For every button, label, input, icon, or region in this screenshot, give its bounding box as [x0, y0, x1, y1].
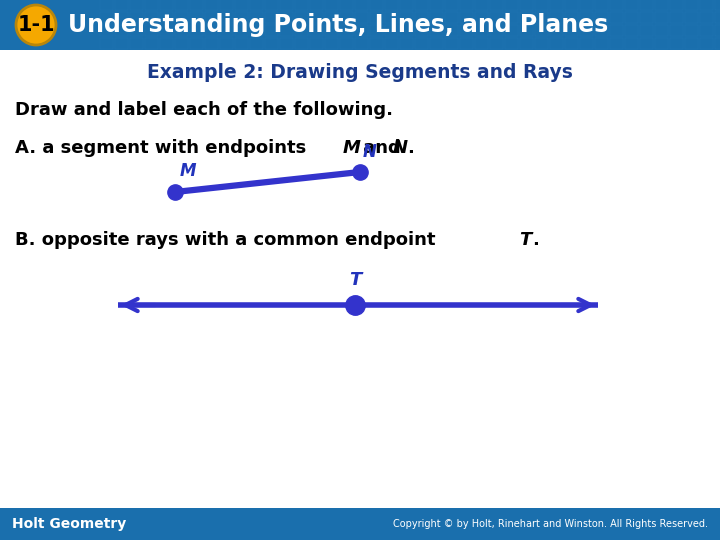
- FancyBboxPatch shape: [0, 508, 720, 540]
- Text: Holt Geometry: Holt Geometry: [12, 517, 126, 531]
- Text: B. opposite rays with a common endpoint: B. opposite rays with a common endpoint: [15, 231, 442, 249]
- Text: Draw and label each of the following.: Draw and label each of the following.: [15, 101, 393, 119]
- Text: Copyright © by Holt, Rinehart and Winston. All Rights Reserved.: Copyright © by Holt, Rinehart and Winsto…: [393, 519, 708, 529]
- Text: 1-1: 1-1: [17, 15, 55, 35]
- Text: M: M: [180, 162, 197, 180]
- Text: Understanding Points, Lines, and Planes: Understanding Points, Lines, and Planes: [68, 13, 608, 37]
- Text: M: M: [343, 139, 361, 157]
- Text: T: T: [519, 231, 531, 249]
- Text: A. a segment with endpoints: A. a segment with endpoints: [15, 139, 312, 157]
- Text: N: N: [363, 143, 377, 161]
- Circle shape: [16, 5, 56, 45]
- Text: .: .: [532, 231, 539, 249]
- Text: .: .: [407, 139, 414, 157]
- Text: and: and: [357, 139, 407, 157]
- Text: N: N: [393, 139, 408, 157]
- Text: T: T: [349, 271, 361, 289]
- FancyBboxPatch shape: [0, 0, 720, 50]
- Text: Example 2: Drawing Segments and Rays: Example 2: Drawing Segments and Rays: [147, 63, 573, 82]
